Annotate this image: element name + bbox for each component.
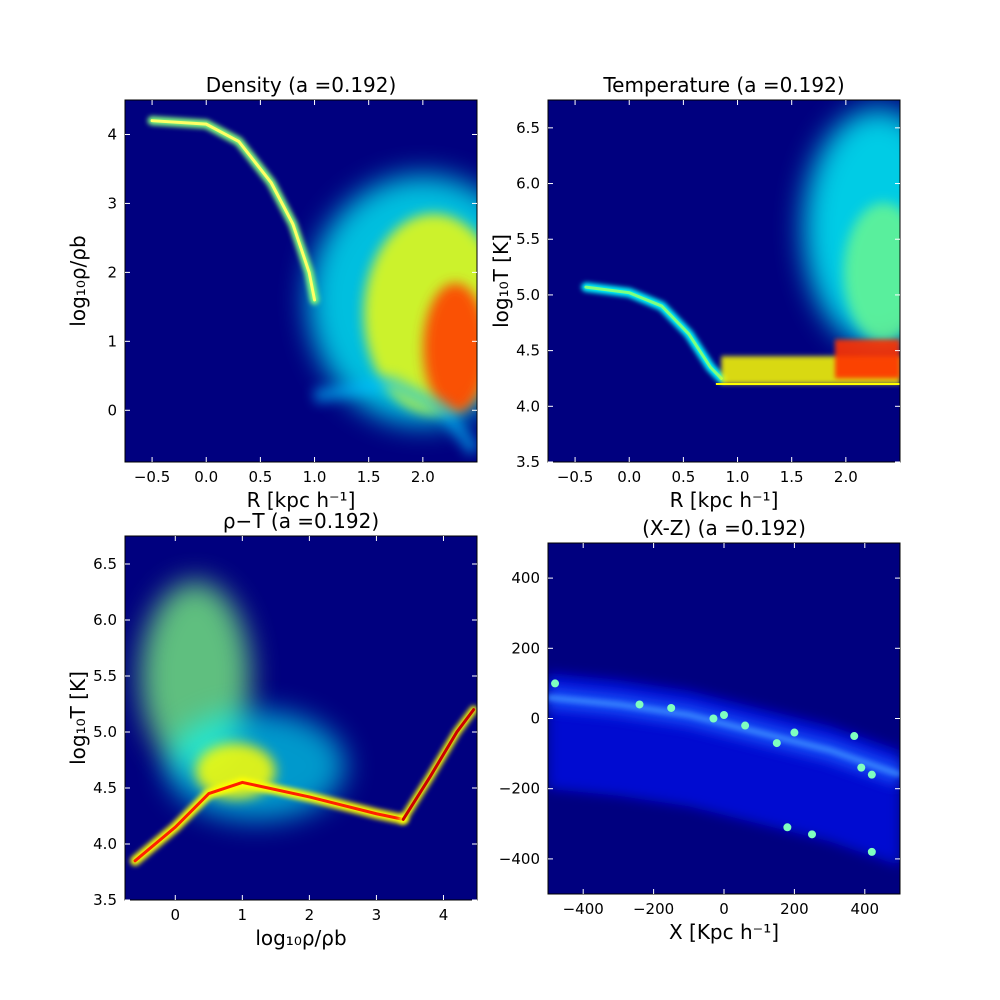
panel-temperature: −0.5 0.0 0.5 1.0 1.5 2.0 3.5 4.0 4.5 5.0 5.5 6.0 6.5…: [489, 73, 901, 512]
y-axis-label: log₁₀T [K]: [66, 671, 90, 765]
y-tick-label: −400: [499, 850, 540, 868]
x-tick-label: 1.0: [726, 468, 750, 486]
xz-filament-body: [548, 672, 900, 866]
heatmap-temperature: [581, 108, 900, 386]
y-tick-label: 5.0: [516, 286, 540, 304]
y-tick-label: 400: [511, 569, 540, 587]
density-lower-edge: [313, 375, 477, 456]
x-tick-label: −400: [563, 900, 604, 918]
x-axis-label: log₁₀ρ/ρb: [255, 926, 346, 950]
axes-frame: [124, 535, 478, 901]
xz-knot: [783, 823, 792, 832]
x-tick-label: 2: [305, 906, 315, 924]
y-tick-label: 3.5: [93, 891, 117, 909]
y-tick-label: 2: [107, 263, 117, 281]
density-ridge-core: [150, 119, 317, 302]
y-tick-label: 5.5: [516, 230, 540, 248]
x-tick-label: 0.0: [194, 468, 218, 486]
x-tick-label: 0.0: [617, 468, 641, 486]
y-tick-label: 5.0: [93, 723, 117, 741]
xz-knot: [867, 770, 876, 779]
chart-title: (X-Z) (a =0.192): [642, 516, 806, 540]
panel-x-z: −400 −200 0 200 400 −400 −200 0 200 400 (X-Z) (a =…: [499, 516, 901, 944]
x-tick-label: 1.0: [303, 468, 327, 486]
xz-knot: [741, 721, 750, 730]
x-tick-label: 1.5: [357, 468, 381, 486]
x-tick-label: 3: [372, 906, 382, 924]
temperature-hot-core: [843, 202, 900, 343]
xz-knot: [790, 728, 799, 737]
x-tick-label: −200: [633, 900, 674, 918]
y-tick-label: 6.0: [93, 611, 117, 629]
x-tick-label: 0.5: [671, 468, 695, 486]
x-tick-label: 0.5: [248, 468, 272, 486]
x-axis-label: R [kpc h⁻¹]: [247, 488, 356, 512]
rhoT-rise: [401, 708, 476, 821]
xz-knot: [720, 710, 728, 719]
axes-frame: [547, 99, 901, 463]
y-tick-label: 6.0: [516, 175, 540, 193]
x-tick-label: 1: [238, 906, 248, 924]
axes-frame: [124, 99, 478, 463]
y-tick-label: 3.5: [516, 453, 540, 471]
xz-knot: [635, 700, 644, 709]
x-tick-label: 2.0: [834, 468, 858, 486]
panel-density: −0.5 0.0 0.5 1.0 1.5 2.0 0 1 2 3 4 Density (a =0.19…: [66, 73, 478, 512]
heatmap-density: [147, 106, 477, 456]
y-tick-label: −200: [499, 780, 540, 798]
xz-knot: [808, 830, 816, 839]
density-core: [423, 283, 477, 414]
y-tick-label: 200: [511, 639, 540, 657]
x-tick-label: 4: [439, 906, 449, 924]
xz-knot: [772, 739, 781, 748]
x-tick-label: 400: [850, 900, 879, 918]
x-axis-label: X [Kpc h⁻¹]: [669, 920, 779, 944]
xz-knot: [709, 714, 718, 723]
xz-filament-core: [548, 694, 900, 778]
y-tick-label: 4: [107, 125, 117, 143]
panel-rho-T: 0 1 2 3 4 3.5 4.0 4.5 5.0 5.5 6.0 6.5 ρ−T (a =0.192)…: [66, 509, 478, 950]
y-tick-label: 6.5: [516, 119, 540, 137]
chart-title: Density (a =0.192): [206, 73, 397, 97]
x-tick-label: 1.5: [780, 468, 804, 486]
chart-title: ρ−T (a =0.192): [223, 509, 379, 533]
y-tick-label: 4.0: [516, 397, 540, 415]
heatmap-x-z: [548, 672, 900, 866]
xz-knot: [850, 732, 859, 741]
x-tick-label: 200: [780, 900, 809, 918]
x-tick-label: 0: [719, 900, 729, 918]
heatmap-rho-T: [130, 581, 477, 866]
y-axis-label: log₁₀ρ/ρb: [66, 235, 90, 326]
y-tick-label: 3: [107, 194, 117, 212]
temperature-ridge-core: [584, 285, 723, 380]
y-tick-label: 1: [107, 332, 117, 350]
xz-knot: [551, 679, 560, 688]
y-tick-label: 6.5: [93, 555, 117, 573]
y-tick-label: 0: [530, 710, 540, 728]
x-tick-label: −0.5: [134, 468, 170, 486]
y-tick-label: 0: [107, 401, 117, 419]
rhoT-branch: [133, 780, 405, 863]
y-tick-label: 5.5: [93, 667, 117, 685]
x-tick-label: 2.0: [411, 468, 435, 486]
xz-knot: [857, 763, 866, 772]
x-tick-label: 0: [171, 906, 181, 924]
y-tick-label: 4.5: [93, 779, 117, 797]
y-tick-label: 4.0: [93, 835, 117, 853]
chart-title: Temperature (a =0.192): [602, 73, 844, 97]
x-tick-label: −0.5: [557, 468, 593, 486]
y-axis-label: log₁₀T [K]: [489, 234, 513, 328]
y-tick-label: 4.5: [516, 342, 540, 360]
xz-knot: [867, 847, 876, 856]
x-axis-label: R [kpc h⁻¹]: [670, 488, 779, 512]
xz-knot: [667, 703, 676, 712]
